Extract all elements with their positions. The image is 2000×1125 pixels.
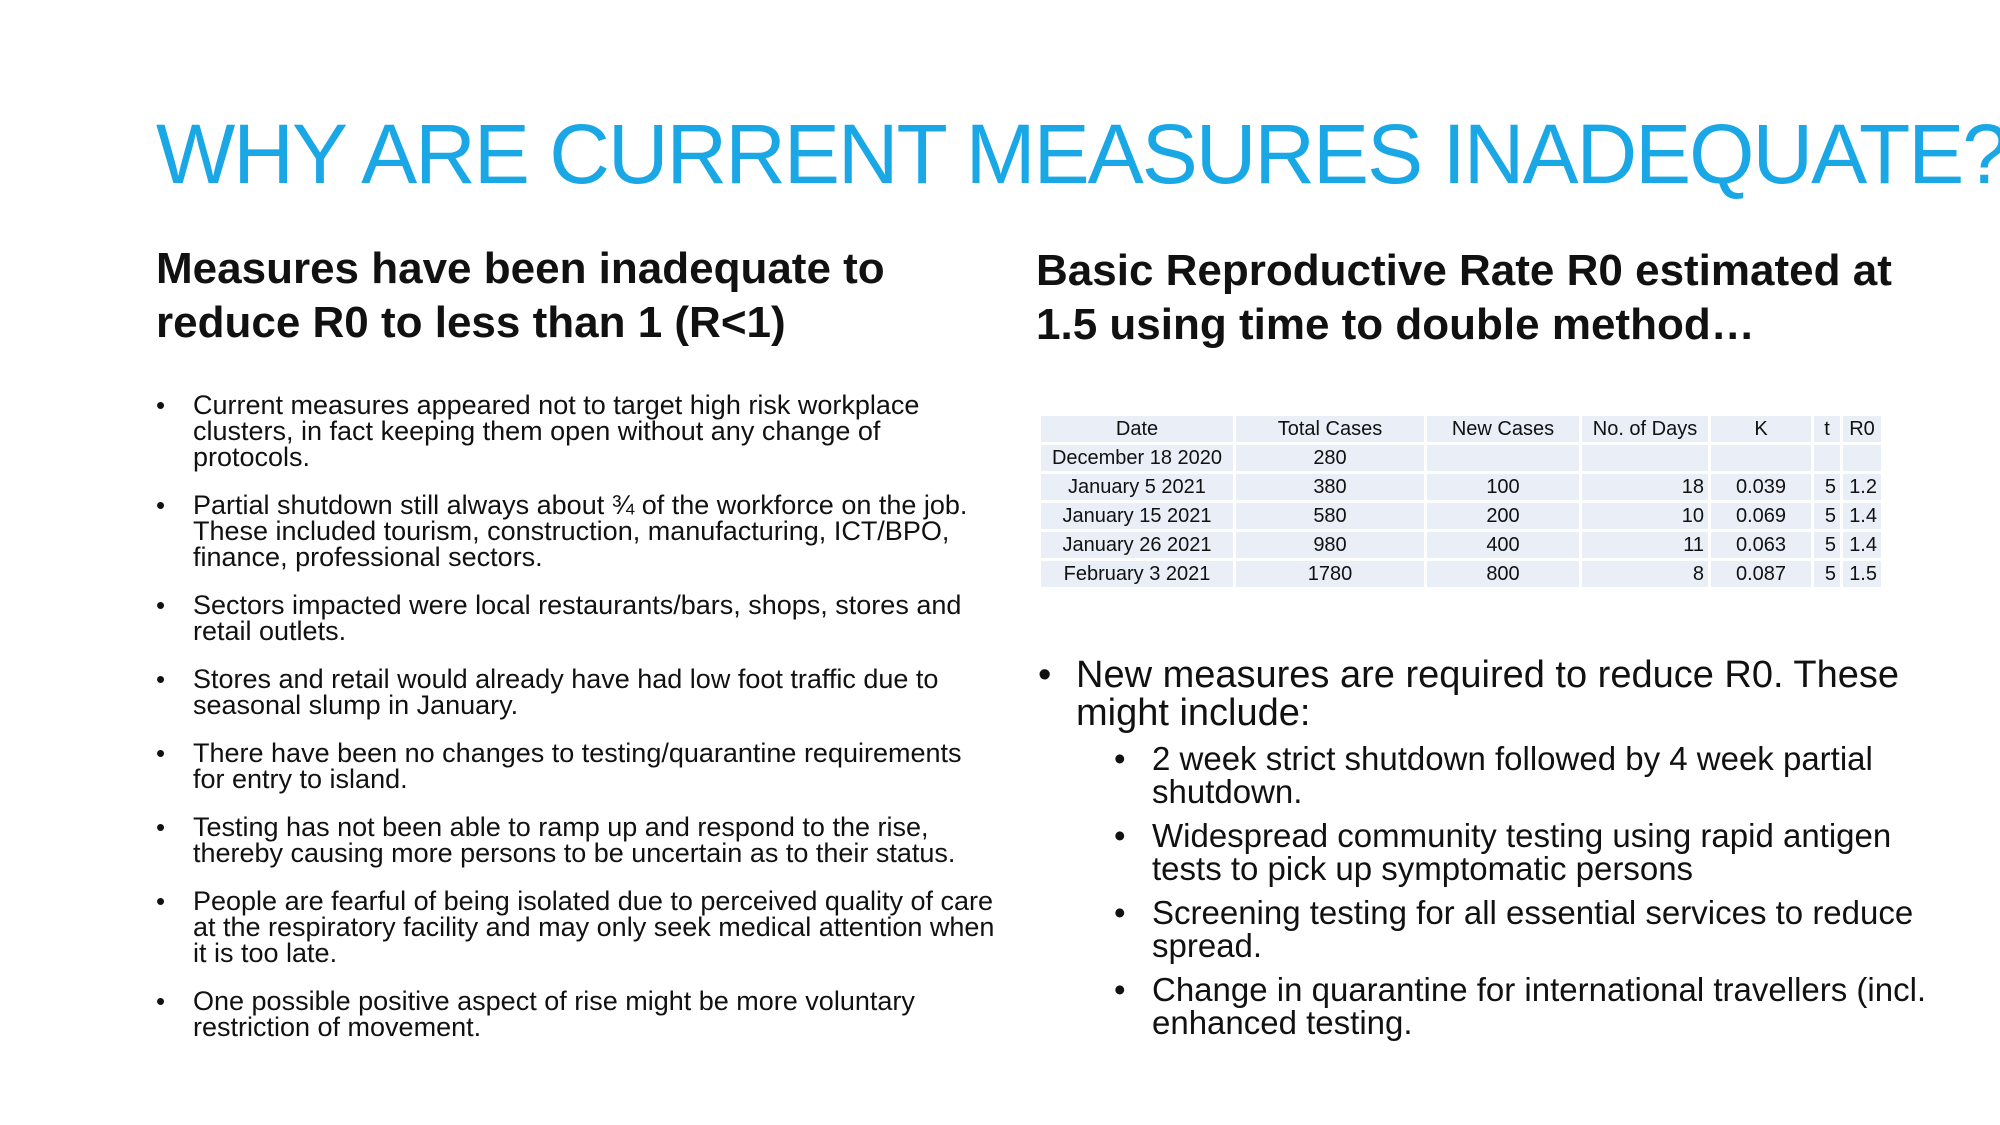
- right-subheading: Basic Reproductive Rate R0 estimated at …: [1036, 246, 1892, 349]
- list-item: 2 week strict shutdown followed by 4 wee…: [1114, 742, 1948, 808]
- table-cell: 0.039: [1711, 474, 1811, 500]
- table-cell: 1.2: [1843, 474, 1881, 500]
- table-cell: 100: [1427, 474, 1579, 500]
- table-cell: 5: [1814, 561, 1840, 587]
- table-cell: 18: [1582, 474, 1708, 500]
- list-item: There have been no changes to testing/qu…: [156, 740, 996, 793]
- table-cell: January 5 2021: [1041, 474, 1233, 500]
- table-cell: 200: [1427, 503, 1579, 529]
- header-new-cases: New Cases: [1427, 416, 1579, 442]
- table-cell: 380: [1236, 474, 1424, 500]
- table-cell: 5: [1814, 474, 1840, 500]
- table-cell: 5: [1814, 503, 1840, 529]
- slide-title: WHY ARE CURRENT MEASURES INADEQUATE?: [156, 107, 2000, 201]
- list-item: Widespread community testing using rapid…: [1114, 819, 1948, 885]
- table-cell: 0.069: [1711, 503, 1811, 529]
- table-cell: January 26 2021: [1041, 532, 1233, 558]
- list-item: One possible positive aspect of rise mig…: [156, 988, 996, 1041]
- header-t: t: [1814, 416, 1840, 442]
- table-cell: 11: [1582, 532, 1708, 558]
- table-cell: 10: [1582, 503, 1708, 529]
- table-header-row: Date Total Cases New Cases No. of Days K…: [1041, 416, 1881, 442]
- header-r0: R0: [1843, 416, 1881, 442]
- left-subheading: Measures have been inadequate to reduce …: [156, 244, 885, 347]
- table-cell: 1.4: [1843, 503, 1881, 529]
- table-row: January 26 2021 980 400 11 0.063 5 1.4: [1041, 532, 1881, 558]
- table-cell: 5: [1814, 532, 1840, 558]
- table-cell: [1711, 445, 1811, 471]
- header-days: No. of Days: [1582, 416, 1708, 442]
- header-date: Date: [1041, 416, 1233, 442]
- table-row: December 18 2020 280: [1041, 445, 1881, 471]
- table-cell: [1814, 445, 1840, 471]
- list-item: Stores and retail would already have had…: [156, 666, 996, 719]
- table-cell: 1780: [1236, 561, 1424, 587]
- main-bullet: New measures are required to reduce R0. …: [1038, 656, 1948, 732]
- table-cell: 800: [1427, 561, 1579, 587]
- table-cell: 280: [1236, 445, 1424, 471]
- table-cell: [1582, 445, 1708, 471]
- table-row: January 15 2021 580 200 10 0.069 5 1.4: [1041, 503, 1881, 529]
- table-cell: 1.5: [1843, 561, 1881, 587]
- table-cell: [1427, 445, 1579, 471]
- table-cell: February 3 2021: [1041, 561, 1233, 587]
- right-bullet-section: New measures are required to reduce R0. …: [1038, 656, 1948, 1050]
- table-row: February 3 2021 1780 800 8 0.087 5 1.5: [1041, 561, 1881, 587]
- list-item: Partial shutdown still always about ¾ of…: [156, 492, 996, 571]
- table-cell: 980: [1236, 532, 1424, 558]
- r0-table: Date Total Cases New Cases No. of Days K…: [1038, 413, 1884, 590]
- table-cell: [1843, 445, 1881, 471]
- table-cell: 580: [1236, 503, 1424, 529]
- list-item: People are fearful of being isolated due…: [156, 888, 996, 967]
- sub-bullet-list: 2 week strict shutdown followed by 4 wee…: [1038, 742, 1948, 1039]
- left-bullet-list: Current measures appeared not to target …: [156, 392, 996, 1062]
- list-item: Current measures appeared not to target …: [156, 392, 996, 471]
- table-cell: 8: [1582, 561, 1708, 587]
- list-item: Screening testing for all essential serv…: [1114, 896, 1948, 962]
- table-cell: 400: [1427, 532, 1579, 558]
- list-item: Sectors impacted were local restaurants/…: [156, 592, 996, 645]
- header-total-cases: Total Cases: [1236, 416, 1424, 442]
- table-row: January 5 2021 380 100 18 0.039 5 1.2: [1041, 474, 1881, 500]
- header-k: K: [1711, 416, 1811, 442]
- table-cell: 1.4: [1843, 532, 1881, 558]
- list-item: Change in quarantine for international t…: [1114, 973, 1948, 1039]
- table-cell: 0.087: [1711, 561, 1811, 587]
- table-cell: January 15 2021: [1041, 503, 1233, 529]
- table-cell: December 18 2020: [1041, 445, 1233, 471]
- table-cell: 0.063: [1711, 532, 1811, 558]
- list-item: Testing has not been able to ramp up and…: [156, 814, 996, 867]
